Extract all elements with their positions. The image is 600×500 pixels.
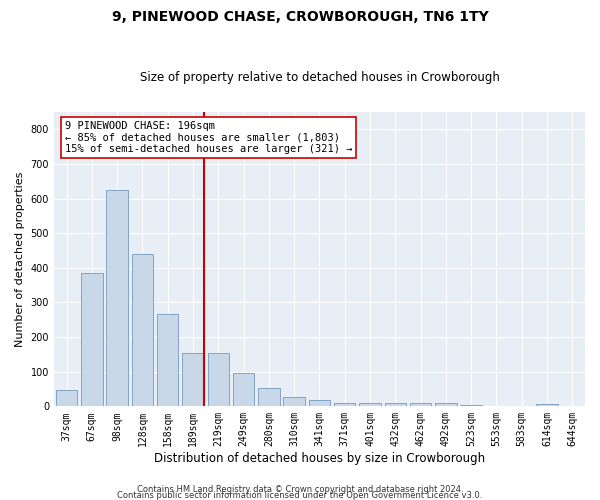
Bar bbox=[410, 403, 431, 406]
Bar bbox=[182, 352, 204, 406]
Bar bbox=[56, 390, 77, 406]
Bar bbox=[208, 352, 229, 406]
Bar bbox=[106, 190, 128, 406]
Bar bbox=[258, 388, 280, 406]
X-axis label: Distribution of detached houses by size in Crowborough: Distribution of detached houses by size … bbox=[154, 452, 485, 465]
Text: Contains public sector information licensed under the Open Government Licence v3: Contains public sector information licen… bbox=[118, 490, 482, 500]
Text: 9 PINEWOOD CHASE: 196sqm
← 85% of detached houses are smaller (1,803)
15% of sem: 9 PINEWOOD CHASE: 196sqm ← 85% of detach… bbox=[65, 121, 352, 154]
Bar bbox=[385, 403, 406, 406]
Text: 9, PINEWOOD CHASE, CROWBOROUGH, TN6 1TY: 9, PINEWOOD CHASE, CROWBOROUGH, TN6 1TY bbox=[112, 10, 488, 24]
Bar bbox=[131, 254, 153, 406]
Bar bbox=[233, 373, 254, 406]
Bar bbox=[536, 404, 558, 406]
Bar bbox=[359, 403, 381, 406]
Bar bbox=[435, 403, 457, 406]
Bar bbox=[157, 314, 178, 406]
Bar bbox=[460, 404, 482, 406]
Y-axis label: Number of detached properties: Number of detached properties bbox=[15, 172, 25, 347]
Bar bbox=[81, 273, 103, 406]
Bar bbox=[334, 403, 355, 406]
Bar bbox=[309, 400, 330, 406]
Title: Size of property relative to detached houses in Crowborough: Size of property relative to detached ho… bbox=[140, 72, 499, 85]
Text: Contains HM Land Registry data © Crown copyright and database right 2024.: Contains HM Land Registry data © Crown c… bbox=[137, 484, 463, 494]
Bar bbox=[283, 396, 305, 406]
